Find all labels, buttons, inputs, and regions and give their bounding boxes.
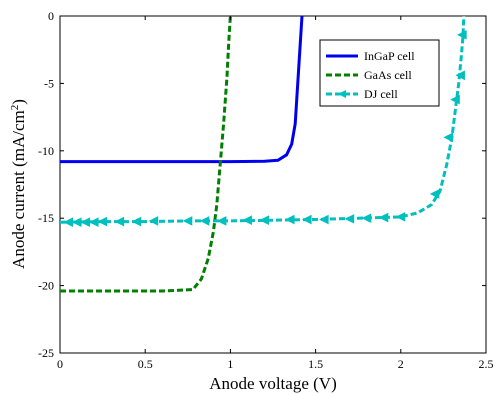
data-point-marker: [429, 189, 440, 199]
series-dj-cell: [60, 15, 467, 228]
x-tick-label: 2: [398, 357, 404, 371]
legend-label: InGaP cell: [364, 49, 415, 63]
y-axis-label-sup: 2: [9, 105, 21, 111]
legend-label: GaAs cell: [364, 68, 412, 82]
tick-layer: 0 0.5 1 1.5 2 2.5 0 -5 -10 -15 -20 -25: [38, 9, 494, 371]
legend-entries: InGaP cell GaAs cell DJ cell: [326, 49, 415, 101]
y-axis-label-close: ): [9, 99, 28, 105]
legend-entry: DJ cell: [326, 87, 398, 101]
data-point-marker: [443, 132, 454, 143]
x-tick-label: 0.5: [138, 357, 153, 371]
data-point-marker: [97, 216, 108, 227]
series-ingap-cell: [60, 15, 304, 164]
x-tick-label: 0: [57, 357, 63, 371]
series-layer: [60, 15, 467, 293]
y-tick-label: 0: [48, 9, 54, 23]
data-point-marker: [344, 214, 355, 224]
y-axis-label: Anode current (mA/cm2): [9, 99, 28, 269]
series-line: [60, 15, 304, 164]
data-point-marker: [114, 216, 125, 227]
data-point-marker: [378, 212, 389, 223]
data-point-marker: [450, 94, 460, 105]
data-point-marker: [88, 217, 99, 228]
data-point-marker: [182, 216, 193, 226]
data-point-marker: [301, 214, 312, 225]
series-gaas-cell: [60, 15, 232, 293]
legend: InGaP cell GaAs cell DJ cell: [319, 39, 440, 107]
y-tick-label: -15: [38, 211, 54, 225]
data-point-marker: [199, 216, 210, 226]
legend-label: DJ cell: [364, 87, 398, 101]
x-axis-label: Anode voltage (V): [209, 374, 336, 393]
data-point-marker: [455, 70, 465, 81]
data-point-marker: [395, 212, 406, 222]
data-point-marker: [216, 216, 227, 226]
data-point-marker: [457, 30, 467, 40]
y-tick-label: -20: [38, 279, 54, 293]
y-axis-label-main: Anode current (mA/cm: [9, 110, 28, 269]
data-point-marker: [131, 216, 142, 227]
legend-entry: InGaP cell: [326, 49, 415, 63]
data-point-marker: [361, 213, 372, 224]
data-point-marker: [284, 214, 295, 225]
x-tick-label: 2.5: [479, 357, 494, 371]
series-line: [60, 15, 232, 293]
data-point-marker: [319, 214, 329, 225]
data-point-marker: [148, 216, 159, 226]
data-point-marker: [259, 215, 269, 226]
legend-entry: GaAs cell: [326, 68, 412, 82]
y-tick-label: -25: [38, 346, 54, 360]
x-tick-label: 1: [227, 357, 233, 371]
y-tick-label: -10: [38, 144, 54, 158]
x-tick-label: 1.5: [308, 357, 323, 371]
y-tick-label: -5: [44, 76, 54, 90]
legend-marker: [338, 90, 346, 98]
data-point-marker: [242, 215, 252, 226]
